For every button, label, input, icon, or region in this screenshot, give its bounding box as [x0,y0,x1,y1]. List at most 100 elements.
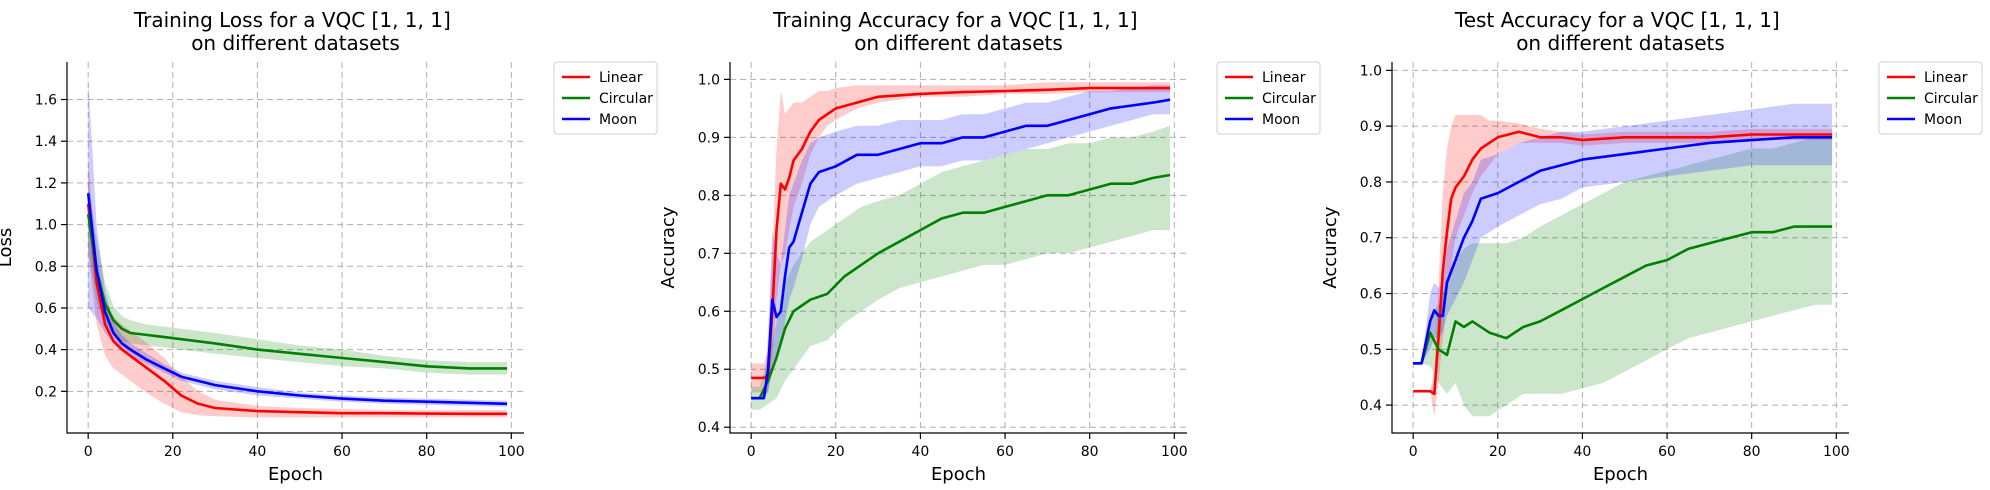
y-tick-label: 0.8 [698,188,720,204]
moon-series-line [86,193,508,406]
x-axis-label: Epoch [931,464,986,485]
y-tick-label: 1.2 [35,176,57,192]
y-tick-label: 1.4 [35,134,57,150]
grid [730,62,1187,433]
y-tick-label: 1.0 [35,218,57,234]
axis-ticks: 0 20 40 60 80 100 0.4 0.5 0.6 0.7 0.8 0.9 1.0 [698,72,1188,460]
y-tick-label: 0.7 [698,246,720,262]
y-tick-label: 0.4 [698,420,720,436]
series-lines [751,86,1171,400]
circular-legend-label: Circular [1262,91,1316,107]
series-lines [86,193,508,416]
circular-legend-label: Circular [599,91,653,107]
y-tick-label: 1.6 [35,93,57,109]
grid [1392,62,1849,433]
y-tick-label: 0.5 [1360,342,1382,358]
chart-title-line-2: on different datasets [191,31,400,55]
y-axis-label: Loss [0,228,16,267]
linear-confidence-band [751,82,1171,393]
x-tick-label: 20 [1489,444,1507,460]
chart-title-line-2: on different datasets [854,31,1063,55]
x-tick-label: 60 [333,444,351,460]
legend-frame [553,61,658,135]
moon-series-line [751,98,1171,400]
axes-spines [66,62,524,434]
x-tick-label: 100 [1161,444,1188,460]
chart-title: Training Accuracy for a VQC [1, 1, 1] on… [772,8,1144,55]
x-tick-label: 60 [1658,444,1676,460]
x-tick-label: 0 [84,444,93,460]
chart-title: Test Accuracy for a VQC [1, 1, 1] on dif… [1454,8,1786,55]
confidence-bands [1413,103,1833,417]
x-tick-label: 40 [912,444,930,460]
moon-confidence-band [751,85,1171,399]
circular-series-line [1413,225,1833,365]
linear-legend-label: Linear [599,70,643,86]
grid [67,62,524,433]
y-tick-label: 0.9 [698,130,720,146]
x-tick-label: 0 [747,444,756,460]
y-tick-label: 0.5 [698,362,720,378]
x-tick-label: 40 [249,444,267,460]
chart-title-line-1: Training Accuracy for a VQC [1, 1, 1] [772,8,1137,32]
chart-title-line-1: Training Loss for a VQC [1, 1, 1] [133,8,451,32]
x-axis-label: Epoch [268,464,323,485]
chart-title-line-2: on different datasets [1516,31,1725,55]
chart-title: Training Loss for a VQC [1, 1, 1] on dif… [133,8,457,55]
x-tick-label: 100 [498,444,525,460]
x-tick-label: 80 [1081,444,1099,460]
circular-series-line [86,214,508,370]
x-tick-label: 80 [418,444,436,460]
confidence-bands [751,82,1171,410]
legend: Linear Circular Moon [1878,61,1983,135]
linear-legend-label: Linear [1924,70,1968,86]
y-tick-label: 1.0 [1360,63,1382,79]
x-tick-label: 100 [1823,444,1850,460]
y-tick-label: 0.6 [1360,287,1382,303]
x-tick-label: 60 [996,444,1014,460]
moon-series-line [1413,136,1833,365]
x-tick-label: 20 [164,444,182,460]
x-tick-label: 0 [1409,444,1418,460]
moon-legend-label: Moon [1924,112,1962,128]
circular-legend-label: Circular [1924,91,1978,107]
y-tick-label: 0.6 [35,301,57,317]
y-tick-label: 0.6 [698,304,720,320]
linear-legend-label: Linear [1262,70,1306,86]
axis-ticks: 0 20 40 60 80 100 0.4 0.5 0.6 0.7 0.8 0.9 1.0 [1360,63,1850,460]
x-tick-label: 80 [1743,444,1761,460]
legend-frame [1878,61,1983,135]
test-accuracy-chart: 0 20 40 60 80 100 0.4 0.5 0.6 0.7 0.8 0.9 1.0 Test A… [1320,8,1983,485]
moon-confidence-band [1413,103,1833,364]
y-tick-label: 0.4 [1360,398,1382,414]
y-axis-label: Accuracy [658,206,679,289]
axes-spines [1391,62,1849,434]
y-tick-label: 0.7 [1360,231,1382,247]
x-tick-label: 40 [1574,444,1592,460]
legend: Linear Circular Moon [1216,61,1321,135]
axis-ticks: 0 20 40 60 80 100 0.2 0.4 0.6 0.8 1.0 1.2 1.4 1.6 [35,93,525,460]
legend: Linear Circular Moon [553,61,658,135]
training-loss-chart: 0 20 40 60 80 100 0.2 0.4 0.6 0.8 1.0 1.2 1.4 1.6 Tra… [0,8,658,485]
axes-spines [729,62,1187,434]
y-tick-label: 0.9 [1360,119,1382,135]
series-lines [1413,130,1833,396]
legend-frame [1216,61,1321,135]
y-tick-label: 1.0 [698,72,720,88]
y-axis-label: Accuracy [1320,206,1341,289]
y-tick-label: 0.8 [35,259,57,275]
training-accuracy-chart: 0 20 40 60 80 100 0.4 0.5 0.6 0.7 0.8 0.9 1.0 Traini… [658,8,1321,485]
circular-confidence-band [751,125,1171,410]
circular-series-line [751,173,1171,400]
x-tick-label: 20 [827,444,845,460]
linear-series-line [86,203,508,416]
y-tick-label: 0.4 [35,343,57,359]
y-tick-label: 0.8 [1360,175,1382,191]
linear-confidence-band [1413,115,1833,417]
x-axis-label: Epoch [1593,464,1648,485]
y-tick-label: 0.2 [35,384,57,400]
moon-legend-label: Moon [1262,112,1300,128]
circular-confidence-band [88,182,508,375]
linear-confidence-band [88,162,508,418]
